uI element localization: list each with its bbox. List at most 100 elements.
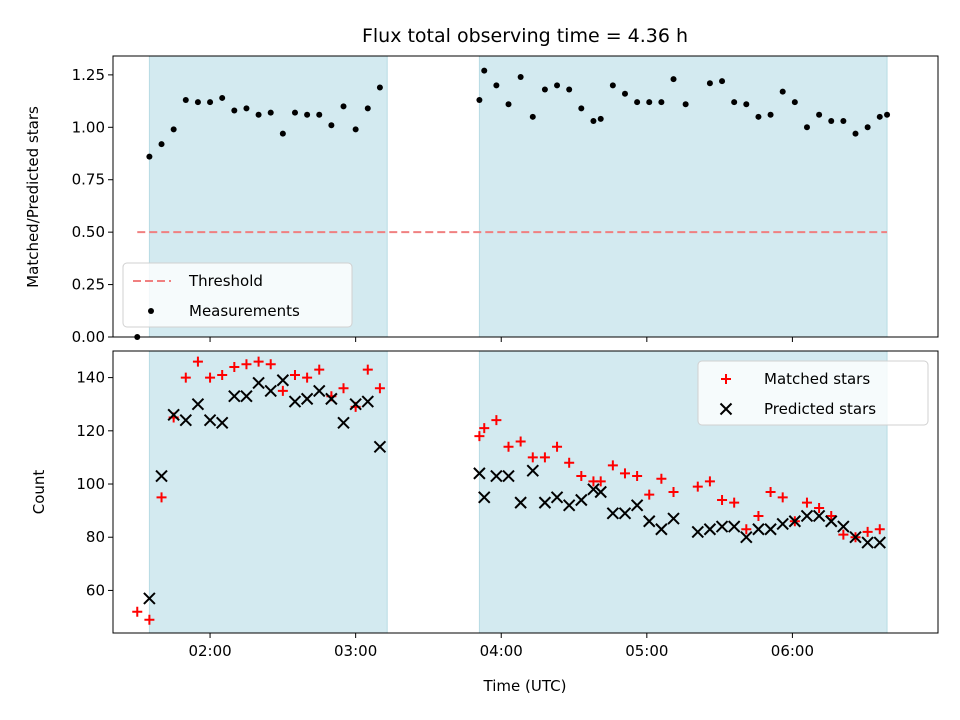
- predicted-star-point: [587, 483, 600, 496]
- predicted-star-point: [264, 384, 277, 398]
- measurement-point: [376, 84, 383, 91]
- matched-star-point: [564, 457, 575, 468]
- matched-star-point: [474, 431, 485, 442]
- measurement-point: [634, 99, 641, 106]
- predicted-star-point: [788, 515, 802, 528]
- measurement-point: [706, 80, 713, 87]
- measurement-point: [621, 90, 628, 97]
- measurement-point: [291, 109, 298, 116]
- matched-star-point: [241, 359, 252, 370]
- matched-star-point: [576, 471, 587, 482]
- predicted-star-point: [313, 384, 326, 398]
- x-tick-label: 05:00: [625, 642, 668, 660]
- matched-star-point: [503, 441, 514, 452]
- matched-star-point: [753, 510, 764, 521]
- predicted-star-point: [655, 523, 668, 536]
- matched-star-point: [704, 476, 715, 487]
- matched-star-point: [144, 614, 155, 625]
- measurement-point: [505, 101, 512, 108]
- predicted-star-point: [594, 485, 607, 499]
- y-tick-label: 120: [76, 422, 105, 440]
- measurement-point: [364, 105, 371, 112]
- matched-star-point: [692, 481, 703, 492]
- predicted-star-point: [691, 525, 704, 539]
- predicted-star-point: [191, 398, 205, 411]
- y-tick-label: 1.25: [72, 66, 105, 84]
- predicted-star-point: [203, 413, 217, 427]
- measurement-point: [682, 101, 689, 108]
- predicted-star-point: [300, 392, 314, 406]
- predicted-star-point: [276, 374, 290, 387]
- matched-star-point: [721, 374, 731, 384]
- matched-star-point: [717, 494, 728, 505]
- measurement-point: [816, 111, 823, 118]
- predicted-star-point: [837, 520, 850, 533]
- predicted-star-point: [825, 515, 838, 528]
- ratio-panel: 0.00 0.25 0.50 0.75 1.00 1.25 Threshold Measure…: [72, 55, 939, 346]
- matched-star-point: [765, 487, 776, 497]
- matched-star-point: [644, 489, 655, 500]
- measurement-point: [541, 86, 548, 93]
- x-tick-label: 06:00: [771, 642, 814, 660]
- matched-star-point: [814, 502, 825, 513]
- measurement-point: [231, 107, 238, 114]
- measurement-point: [554, 82, 561, 89]
- legend-label: Matched stars: [764, 370, 870, 388]
- matched-star-point: [205, 372, 216, 383]
- predicted-star-point: [667, 512, 680, 525]
- chart-title: Flux total observing time = 4.36 h: [362, 25, 688, 47]
- matched-star-point: [265, 359, 276, 370]
- measurement-point: [609, 82, 616, 89]
- observing-span: [478, 55, 888, 338]
- matched-star-point: [607, 460, 618, 471]
- matched-star-point: [479, 423, 490, 434]
- matched-star-point: [527, 452, 538, 463]
- matched-star-point: [132, 606, 143, 617]
- predicted-star-point: [715, 520, 729, 533]
- measurement-point: [658, 99, 665, 106]
- predicted-star-point: [776, 517, 789, 531]
- predicted-star-point: [643, 515, 656, 528]
- predicted-star-point: [349, 398, 362, 411]
- measurement-point: [279, 130, 286, 137]
- matched-star-point: [595, 476, 606, 487]
- predicted-star-point: [288, 395, 302, 408]
- predicted-star-point: [562, 499, 576, 512]
- matched-star-point: [338, 383, 349, 394]
- predicted-star-point: [473, 467, 486, 480]
- measurement-point: [146, 153, 153, 160]
- matched-star-point: [826, 510, 837, 521]
- measurement-point: [328, 122, 335, 129]
- predicted-star-point: [514, 496, 527, 509]
- measurement-point: [481, 67, 488, 74]
- count-panel: 60 80 100 120 140 02:00 03:00 04:00 05:00 06:00 Ma…: [76, 350, 939, 660]
- predicted-star-point: [618, 507, 632, 520]
- measurement-point: [182, 97, 189, 104]
- matched-star-point: [656, 473, 667, 484]
- predicted-star-point: [167, 408, 180, 422]
- predicted-star-point: [800, 509, 814, 523]
- legend-box: [122, 262, 353, 328]
- matched-star-point: [874, 524, 885, 535]
- y-tick-label: 0.75: [72, 171, 105, 189]
- predicted-star-point: [849, 531, 862, 544]
- matched-star-point: [838, 529, 849, 540]
- y-tick-label: 0.50: [72, 223, 105, 241]
- measurement-point: [840, 118, 847, 125]
- matched-star-point: [374, 383, 385, 394]
- measurement-point: [170, 126, 177, 133]
- y-tick-label: 60: [86, 581, 105, 599]
- measurement-point: [316, 111, 323, 118]
- matched-star-point: [491, 415, 502, 426]
- measurement-point: [219, 94, 226, 101]
- matched-star-point: [253, 356, 264, 367]
- measurement-point: [828, 118, 835, 125]
- predicted-star-point: [752, 523, 765, 536]
- predicted-star-point: [727, 520, 741, 533]
- measurement-point: [719, 78, 726, 85]
- matched-star-point: [539, 452, 550, 463]
- measurement-point: [743, 101, 750, 108]
- x-tick-label: 02:00: [188, 642, 231, 660]
- matched-star-point: [515, 436, 526, 447]
